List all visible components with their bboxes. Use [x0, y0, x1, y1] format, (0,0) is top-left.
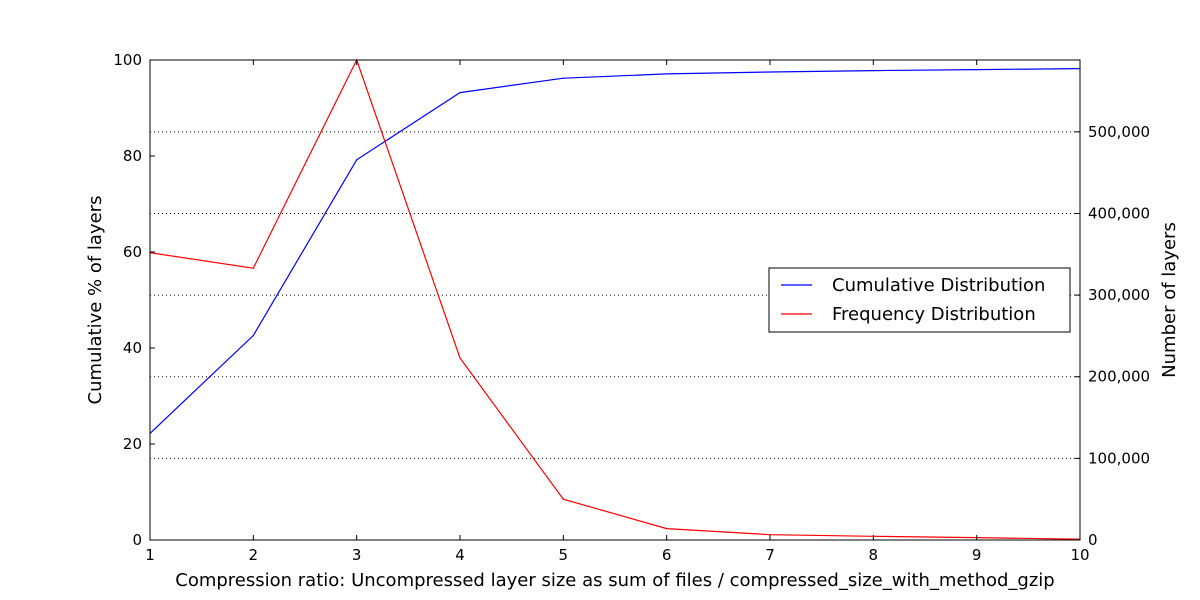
y-tick-label-3: 60	[123, 243, 142, 261]
legend-label-frequency: Frequency Distribution	[832, 304, 1036, 325]
y-tick-label-2: 40	[123, 339, 142, 357]
x-tick-label-6: 7	[765, 546, 775, 564]
legend: Cumulative Distribution Frequency Distri…	[768, 267, 1071, 333]
x-tick-label-0: 1	[145, 546, 155, 564]
series-lines	[149, 58, 1081, 540]
data-point-1-6	[769, 534, 771, 536]
y-axis-label: Cumulative % of layers	[85, 196, 106, 405]
y-tick-label-0: 0	[132, 531, 142, 549]
x-tick-label-2: 3	[352, 546, 362, 564]
y2-tick-label-5: 500,000	[1088, 123, 1150, 141]
x-tick-label-1: 2	[249, 546, 259, 564]
y2-axis-label: Number of layers	[1159, 222, 1180, 378]
legend-box	[768, 267, 1071, 333]
data-point-1-1	[252, 267, 254, 269]
data-point-0-5	[666, 73, 668, 75]
y2-tick-label-2: 200,000	[1088, 368, 1150, 386]
series-line-1	[149, 58, 1081, 540]
plot-frame	[149, 59, 1081, 541]
axis-ticks: 1 2 3 4 5 6 7 8 9 100204060801000100,000200,00030…	[113, 51, 1150, 564]
y2-tick-label-3: 300,000	[1088, 286, 1150, 304]
series-line-0	[149, 68, 1081, 434]
x-tick-label-8: 9	[972, 546, 982, 564]
data-point-0-3	[459, 92, 461, 94]
data-point-0-7	[872, 69, 874, 72]
x-axis-label: Compression ratio: Uncompressed layer si…	[175, 570, 1054, 591]
x-tick-label-5: 6	[662, 546, 672, 564]
data-point-1-5	[666, 527, 668, 530]
y-tick-label-1: 20	[123, 435, 142, 453]
y-tick-label-4: 80	[123, 147, 142, 165]
data-point-0-8	[976, 69, 978, 71]
legend-label-cumulative: Cumulative Distribution	[832, 275, 1045, 296]
y2-tick-label-1: 100,000	[1088, 449, 1150, 467]
data-point-1-4	[562, 498, 564, 500]
grid-lines	[150, 131, 1080, 459]
x-tick-label-9: 10	[1070, 546, 1089, 564]
data-point-0-4	[562, 77, 564, 79]
y-tick-label-5: 100	[113, 51, 142, 69]
data-point-0-6	[769, 71, 771, 73]
data-point-0-2	[356, 159, 358, 161]
data-point-0-1	[252, 334, 254, 337]
x-tick-label-4: 5	[559, 546, 569, 564]
x-tick-label-7: 8	[869, 546, 879, 564]
y2-tick-label-4: 400,000	[1088, 204, 1150, 222]
x-tick-label-3: 4	[455, 546, 465, 564]
y2-tick-label-0: 0	[1088, 531, 1098, 549]
data-point-1-3	[459, 357, 461, 359]
